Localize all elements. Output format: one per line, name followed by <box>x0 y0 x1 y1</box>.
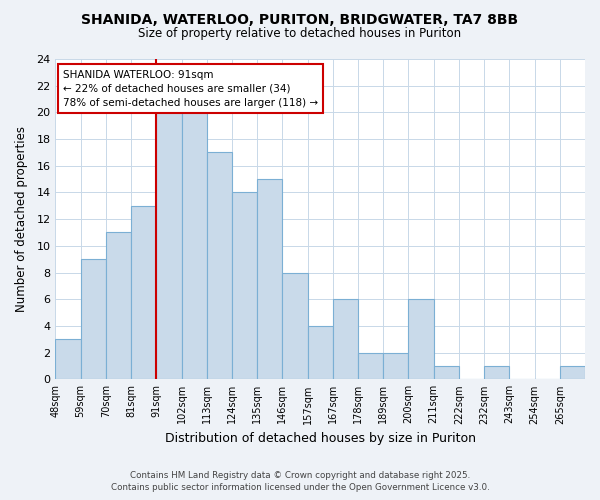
Bar <box>207 152 232 380</box>
Bar <box>182 112 207 380</box>
Bar <box>383 352 409 380</box>
Bar <box>131 206 157 380</box>
Bar <box>257 179 283 380</box>
Bar <box>232 192 257 380</box>
X-axis label: Distribution of detached houses by size in Puriton: Distribution of detached houses by size … <box>165 432 476 445</box>
Bar <box>106 232 131 380</box>
Text: Contains HM Land Registry data © Crown copyright and database right 2025.
Contai: Contains HM Land Registry data © Crown c… <box>110 471 490 492</box>
Bar <box>308 326 333 380</box>
Y-axis label: Number of detached properties: Number of detached properties <box>15 126 28 312</box>
Bar <box>333 299 358 380</box>
Text: SHANIDA, WATERLOO, PURITON, BRIDGWATER, TA7 8BB: SHANIDA, WATERLOO, PURITON, BRIDGWATER, … <box>82 12 518 26</box>
Bar <box>55 340 80 380</box>
Bar <box>80 259 106 380</box>
Bar <box>434 366 459 380</box>
Bar <box>560 366 585 380</box>
Text: Size of property relative to detached houses in Puriton: Size of property relative to detached ho… <box>139 28 461 40</box>
Bar <box>157 112 182 380</box>
Bar <box>409 299 434 380</box>
Text: SHANIDA WATERLOO: 91sqm
← 22% of detached houses are smaller (34)
78% of semi-de: SHANIDA WATERLOO: 91sqm ← 22% of detache… <box>63 70 318 108</box>
Bar <box>484 366 509 380</box>
Bar <box>283 272 308 380</box>
Bar <box>358 352 383 380</box>
